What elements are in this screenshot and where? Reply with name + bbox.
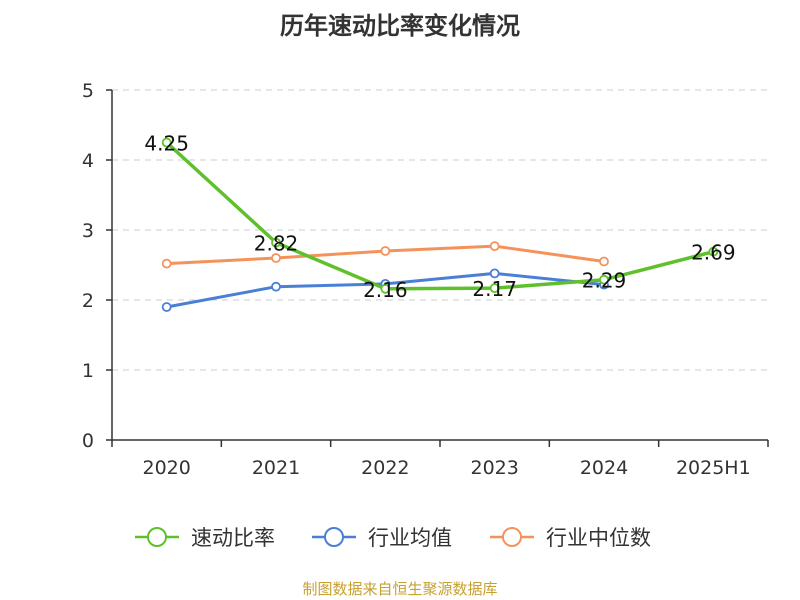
chart-title: 历年速动比率变化情况 <box>280 12 520 40</box>
y-tick-label: 1 <box>82 360 94 382</box>
data-point <box>599 274 609 285</box>
legend-item[interactable]: 行业中位数 <box>490 526 651 550</box>
legend-item[interactable]: 速动比率 <box>135 526 275 550</box>
x-tick-label: 2020 <box>142 457 190 479</box>
data-point <box>271 253 281 263</box>
legend-marker <box>324 527 344 547</box>
data-label: 2.29 <box>582 269 627 293</box>
y-tick-label: 0 <box>82 430 94 452</box>
x-tick-label: 2022 <box>361 457 409 479</box>
data-point <box>161 137 172 148</box>
legend-item[interactable]: 行业均值 <box>312 526 452 550</box>
source-note: 制图数据来自恒生聚源数据库 <box>302 580 497 598</box>
data-point <box>489 241 500 252</box>
x-tick-label: 2024 <box>580 457 628 479</box>
legend-label: 行业均值 <box>368 526 452 550</box>
data-label: 2.17 <box>472 277 517 301</box>
y-tick-label: 3 <box>82 220 94 242</box>
grid-lines <box>112 89 768 371</box>
y-tick-label: 4 <box>82 150 94 172</box>
data-point <box>380 283 391 294</box>
data-point <box>708 246 719 257</box>
data-point <box>161 302 172 312</box>
x-tick-label: 2021 <box>252 457 300 479</box>
data-point <box>380 246 391 256</box>
data-point <box>489 283 500 294</box>
x-tick-label: 2023 <box>470 457 518 479</box>
data-label: 2.82 <box>254 232 299 256</box>
legend-label: 速动比率 <box>191 526 275 550</box>
legend-marker <box>502 527 522 547</box>
data-label: 2.69 <box>691 241 736 265</box>
data-point <box>161 258 172 269</box>
series-line <box>164 140 716 291</box>
data-point <box>271 281 281 292</box>
y-tick-label: 5 <box>82 80 94 102</box>
legend-marker <box>147 527 167 547</box>
series-group <box>161 137 719 312</box>
data-point <box>599 256 609 267</box>
y-tick-label: 2 <box>82 290 94 312</box>
axes: 0 1 2 3 4 5 2020 2021 2022 2023 2024 2025H1 <box>82 80 769 479</box>
legend-label: 行业中位数 <box>546 526 651 550</box>
x-tick-label: 2025H1 <box>676 457 751 479</box>
data-label: 4.25 <box>144 132 189 156</box>
data-point <box>271 237 281 248</box>
legend[interactable]: 速动比率 行业均值 行业中位数 <box>135 526 651 550</box>
data-labels: 4.25 2.82 2.16 2.17 2.29 2.69 <box>144 132 735 302</box>
data-point <box>489 268 500 279</box>
data-label: 2.16 <box>363 278 408 302</box>
